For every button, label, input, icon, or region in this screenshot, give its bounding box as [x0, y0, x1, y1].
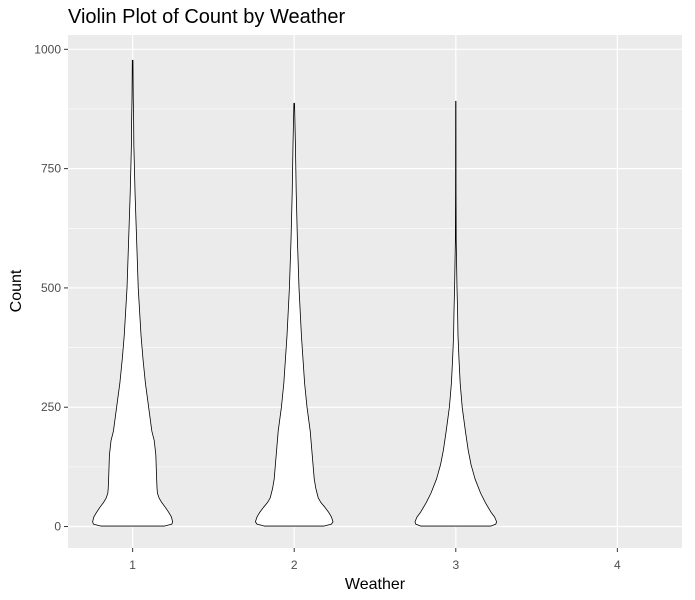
plot-panel	[68, 35, 682, 548]
minor-gridlines	[68, 108, 682, 468]
x-tick-label: 3	[452, 558, 459, 572]
x-tick-label: 2	[291, 558, 298, 572]
x-axis: 1 2 3 4	[129, 548, 621, 572]
y-tick-label: 0	[54, 520, 61, 534]
chart-title: Violin Plot of Count by Weather	[68, 6, 346, 28]
x-tick-label: 1	[129, 558, 136, 572]
y-axis-title: Count	[8, 269, 25, 312]
y-tick-label: 500	[41, 281, 61, 295]
y-tick-label: 1000	[34, 42, 61, 56]
violin-3	[414, 100, 497, 527]
violins	[92, 59, 497, 527]
x-axis-title: Weather	[345, 576, 406, 593]
violin-1	[92, 59, 174, 527]
y-tick-label: 250	[41, 400, 61, 414]
violin-2	[255, 102, 334, 527]
y-tick-label: 750	[41, 162, 61, 176]
y-axis: 0 250 500 750 1000	[34, 42, 68, 534]
x-tick-label: 4	[614, 558, 621, 572]
